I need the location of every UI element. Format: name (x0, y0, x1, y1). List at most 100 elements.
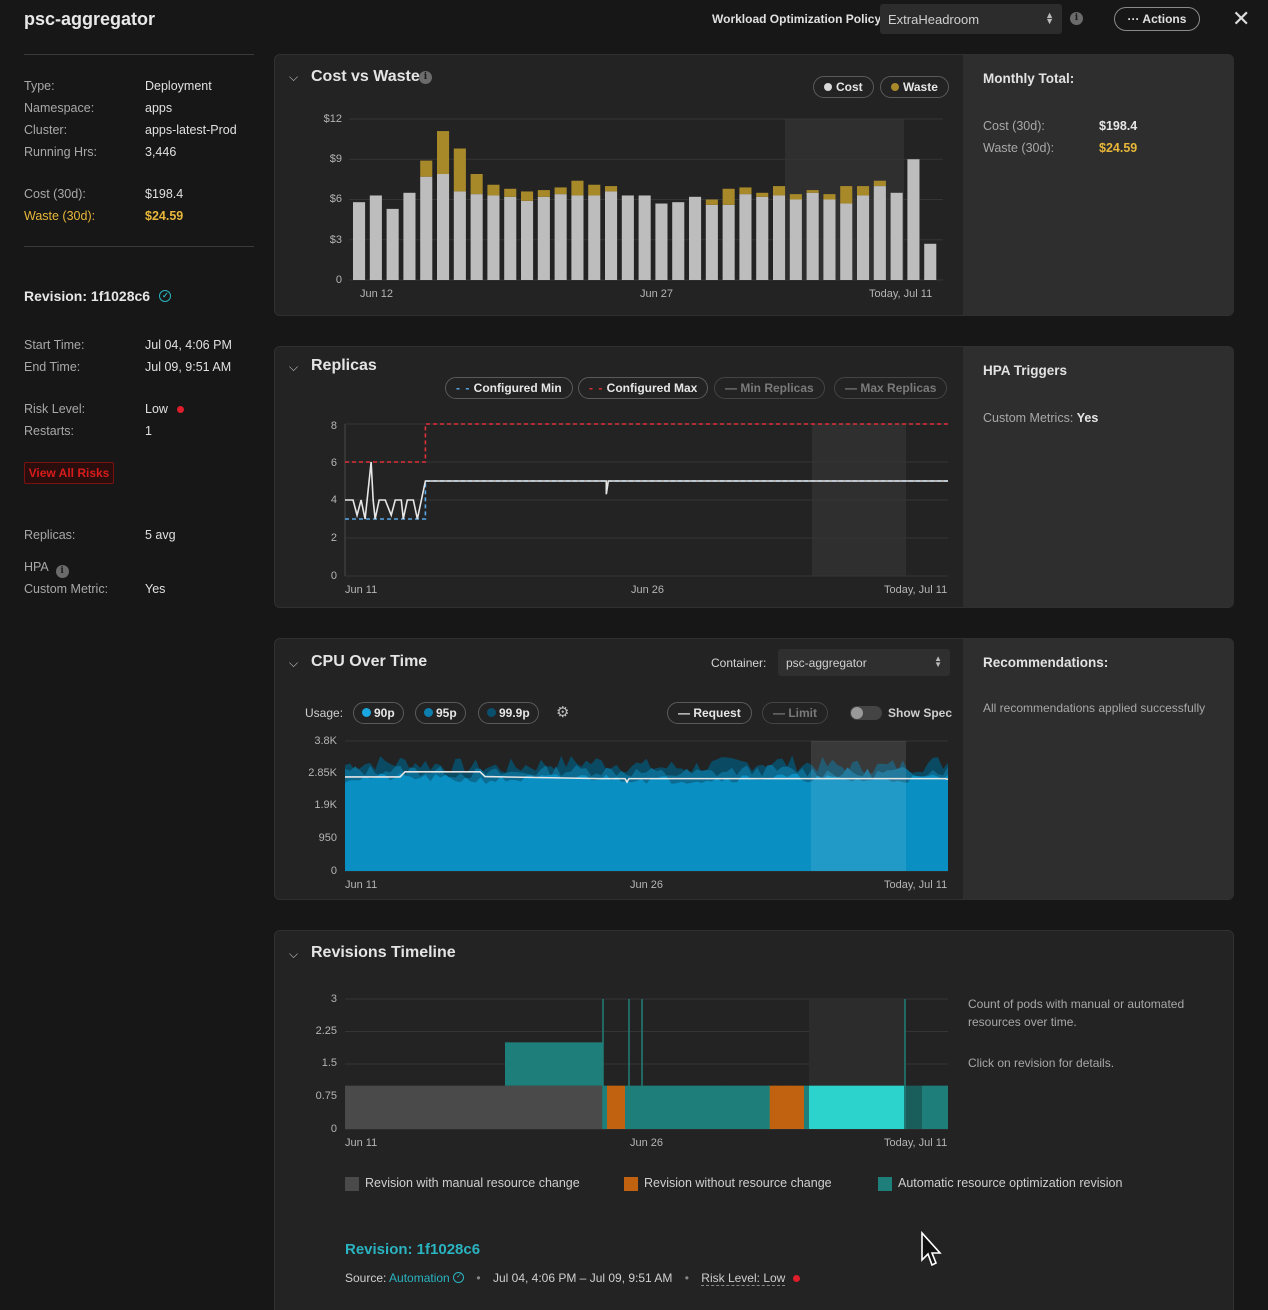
collapse-chevron-icon[interactable]: ⌵ (289, 656, 299, 670)
collapse-chevron-icon[interactable]: ⌵ (289, 947, 299, 961)
custom-metrics-value: Yes (1076, 411, 1099, 425)
legend-configured-max[interactable]: - - Configured Max (578, 377, 709, 399)
usage-pill-90p[interactable]: 90p (353, 702, 404, 724)
custom-metric-label: Custom Metric: (24, 582, 109, 596)
cost-dot-icon (824, 83, 832, 91)
y-tick-label: 2.85K (308, 767, 337, 779)
info-icon[interactable]: i (419, 71, 432, 84)
legend-waste-pill[interactable]: Waste (880, 76, 949, 98)
legend-label: Revision with manual resource change (365, 1176, 580, 1190)
waste-bar (470, 174, 483, 195)
cost-bar (453, 191, 466, 280)
cost-bar (789, 199, 802, 280)
container-select[interactable]: psc-aggregator ▲ ▼ (778, 649, 950, 676)
manual-revision-block (345, 1085, 603, 1129)
revisions-chart[interactable] (345, 998, 948, 1130)
toggle-knob (851, 707, 863, 719)
waste-bar (537, 190, 550, 197)
cpu-panel-title: CPU Over Time (311, 653, 428, 670)
policy-select[interactable]: ExtraHeadroom ▲ ▼ (880, 4, 1062, 34)
risk-level-text: Low (145, 402, 168, 416)
revision-heading-text: Revision: 1f1028c6 (24, 288, 151, 304)
x-tick-label: Jun 26 (631, 584, 665, 596)
cost-bar (806, 192, 819, 280)
legend-cost-label: Cost (836, 80, 863, 94)
start-time-value: Jul 04, 4:06 PM (145, 338, 232, 352)
recommendations-side (963, 639, 1234, 899)
cost-bar (353, 202, 366, 280)
y-tick-label: 0 (330, 865, 337, 877)
source-value[interactable]: Automation (389, 1271, 450, 1285)
view-all-risks-button[interactable]: View All Risks (24, 462, 114, 484)
replicas-line (345, 461, 948, 520)
close-icon[interactable]: ✕ (1232, 6, 1251, 31)
risk-level-label: Risk Level: (24, 402, 86, 416)
request-pill[interactable]: — Request (667, 702, 752, 724)
cost-bar (403, 192, 416, 280)
end-time-label: End Time: (24, 360, 81, 374)
end-time-value: Jul 09, 9:51 AM (145, 360, 232, 374)
usage-pill-95p[interactable]: 95p (415, 702, 466, 724)
cost-bar (605, 191, 618, 280)
swatch-icon (878, 1176, 892, 1191)
cost-bar (773, 195, 786, 280)
separator-dot: • (476, 1271, 481, 1285)
highlight-region (811, 741, 906, 871)
divider (24, 54, 254, 55)
legend-max-replicas[interactable]: — Max Replicas (834, 377, 948, 399)
info-icon[interactable]: i (1070, 12, 1083, 25)
replicas-panel (274, 346, 1234, 608)
check-circle-icon: ✓ (453, 1272, 465, 1283)
legend-cost-pill[interactable]: Cost (813, 76, 874, 98)
y-tick-label: 4 (330, 494, 337, 506)
side-cost-value: $198.4 (1099, 119, 1138, 133)
risk-dot-icon (792, 1275, 800, 1282)
legend-label: Max Replicas (860, 381, 937, 395)
legend-min-replicas[interactable]: — Min Replicas (714, 377, 825, 399)
risk-level-link[interactable]: Risk Level: Low (701, 1271, 786, 1286)
actions-button[interactable]: ··· Actions (1114, 7, 1200, 31)
selected-revision-title[interactable]: Revision: 1f1028c6 (345, 1241, 481, 1258)
pill-label: 90p (374, 706, 395, 720)
swatch-icon (345, 1176, 359, 1191)
waste-dot-icon (891, 83, 899, 91)
custom-metrics-row: Custom Metrics: Yes (983, 411, 1098, 425)
risk-level-value: Low (145, 402, 185, 416)
limit-pill[interactable]: — Limit (762, 702, 829, 724)
replicas-value: 5 avg (145, 528, 176, 542)
info-icon[interactable]: i (55, 565, 69, 578)
revisions-panel-title: Revisions Timeline (311, 944, 456, 961)
hpa-label-text: HPA (24, 560, 49, 574)
legend-label: Min Replicas (740, 381, 814, 395)
legend-manual: Revision with manual resource change (345, 1176, 580, 1191)
dot-icon (424, 708, 433, 717)
cost-bar (689, 196, 702, 280)
show-spec-toggle[interactable] (850, 706, 882, 720)
waste-bar (453, 148, 466, 192)
usage-pill-99-9p[interactable]: 99.9p (478, 702, 539, 724)
legend-label: Configured Min (473, 381, 562, 395)
waste-bar (521, 191, 534, 201)
cost-label: Cost (30d): (24, 187, 86, 201)
waste-bar (756, 192, 769, 197)
legend-configured-min[interactable]: - - Configured Min (445, 377, 573, 399)
no-change-revision-block (607, 1085, 625, 1129)
gear-icon[interactable]: ⚙ (556, 704, 570, 721)
collapse-chevron-icon[interactable]: ⌵ (289, 70, 299, 84)
cost-bar (437, 174, 450, 280)
automatic-revision-block (809, 1085, 904, 1129)
side-waste-label: Waste (30d): (983, 141, 1055, 155)
cpu-90p-area (345, 773, 948, 871)
y-tick-label: 0 (335, 274, 342, 286)
y-tick-label: 1.5 (321, 1057, 337, 1069)
waste-bar (487, 184, 500, 196)
x-tick-label: Jun 11 (345, 584, 378, 596)
replicas-panel-title: Replicas (311, 357, 377, 374)
waste-bar (823, 194, 836, 200)
collapse-chevron-icon[interactable]: ⌵ (289, 360, 299, 374)
cost-bar (369, 195, 382, 280)
y-tick-label: 6 (330, 457, 337, 469)
cost-bar (487, 195, 500, 280)
x-tick-label: Jun 27 (640, 288, 674, 300)
replicas-label: Replicas: (24, 528, 76, 542)
